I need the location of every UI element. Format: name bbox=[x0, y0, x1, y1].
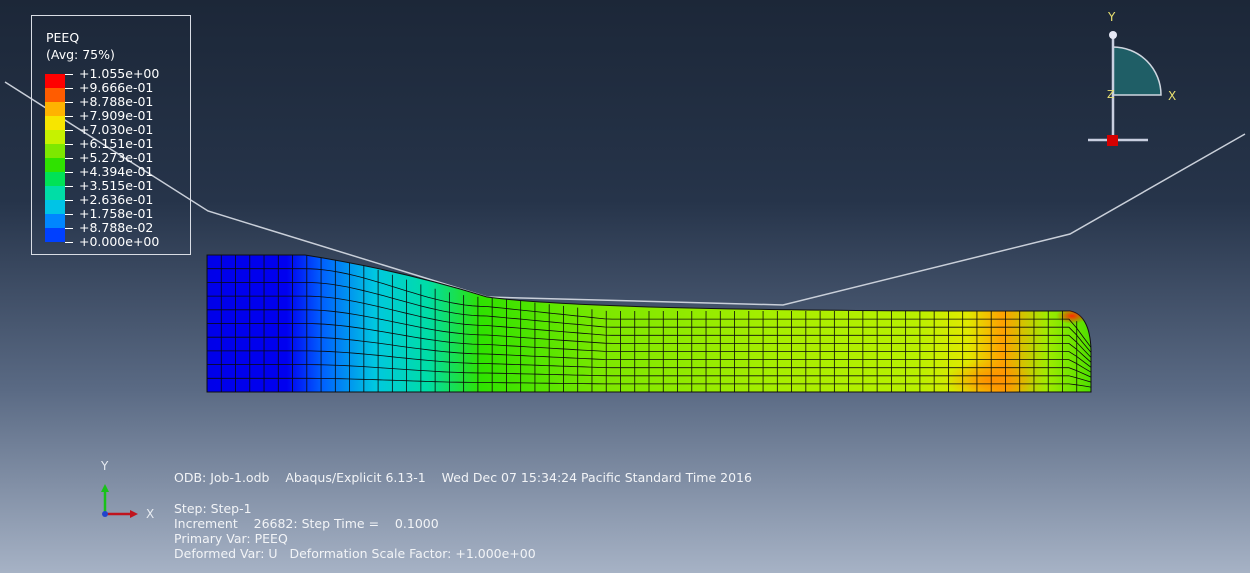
legend-level-label: +9.666e-01 bbox=[79, 80, 154, 95]
global-triad-y-label: Y bbox=[101, 459, 109, 473]
legend-tick bbox=[65, 200, 73, 201]
view-triad-z-label: Z bbox=[1107, 88, 1115, 101]
legend-level-label: +0.000e+00 bbox=[79, 234, 160, 249]
die-profile-line bbox=[4, 81, 1246, 306]
legend-level-label: +1.055e+00 bbox=[79, 66, 160, 81]
legend-tick bbox=[65, 130, 73, 131]
legend-level-label: +7.030e-01 bbox=[79, 122, 154, 137]
deformed-part[interactable] bbox=[206, 254, 1092, 400]
legend-color-band bbox=[45, 130, 65, 144]
legend-color-band bbox=[45, 214, 65, 228]
legend-level-label: +5.273e-01 bbox=[79, 150, 154, 165]
legend-level-label: +4.394e-01 bbox=[79, 164, 154, 179]
legend-color-band bbox=[45, 102, 65, 116]
legend-level-label: +8.788e-01 bbox=[79, 94, 154, 109]
legend-tick bbox=[65, 116, 73, 117]
legend-level-label: +8.788e-02 bbox=[79, 220, 154, 235]
legend-tick bbox=[65, 228, 73, 229]
legend-color-band bbox=[45, 228, 65, 242]
global-triad-x-label: X bbox=[146, 507, 155, 521]
legend-color-band bbox=[45, 144, 65, 158]
odb-info-line: ODB: Job-1.odb Abaqus/Explicit 6.13-1 We… bbox=[174, 470, 752, 485]
element-mesh bbox=[207, 255, 1091, 392]
legend-tick bbox=[65, 102, 73, 103]
legend-tick bbox=[65, 242, 73, 243]
legend-level-label: +2.636e-01 bbox=[79, 192, 154, 207]
view-triad-y-label: Y bbox=[1108, 10, 1116, 24]
view-triad-x-label: X bbox=[1168, 89, 1177, 103]
legend-color-band bbox=[45, 158, 65, 172]
step-info-line: Step: Step-1 bbox=[174, 501, 252, 516]
legend-tick bbox=[65, 88, 73, 89]
legend-color-band bbox=[45, 186, 65, 200]
legend-color-band bbox=[45, 200, 65, 214]
contour-legend[interactable]: PEEQ (Avg: 75%) +1.055e+00 +9.666e-01 +8.7… bbox=[31, 15, 191, 255]
global-axis-triad bbox=[101, 484, 138, 518]
legend-level-label: +1.758e-01 bbox=[79, 206, 154, 221]
legend-tick bbox=[65, 186, 73, 187]
legend-variable: PEEQ bbox=[46, 30, 80, 45]
legend-color-band bbox=[45, 74, 65, 88]
legend-tick bbox=[65, 158, 73, 159]
legend-level-label: +6.151e-01 bbox=[79, 136, 154, 151]
legend-color-band bbox=[45, 172, 65, 186]
legend-level-label: +7.909e-01 bbox=[79, 108, 154, 123]
increment-info-line: Increment 26682: Step Time = 0.1000 bbox=[174, 516, 439, 531]
legend-color-band bbox=[45, 88, 65, 102]
legend-tick bbox=[65, 144, 73, 145]
legend-color-band bbox=[45, 116, 65, 130]
legend-averaging: (Avg: 75%) bbox=[46, 47, 115, 62]
deformed-var-line: Deformed Var: U Deformation Scale Factor… bbox=[174, 546, 536, 561]
legend-level-label: +3.515e-01 bbox=[79, 178, 154, 193]
legend-tick bbox=[65, 172, 73, 173]
primary-var-line: Primary Var: PEEQ bbox=[174, 531, 288, 546]
legend-tick bbox=[65, 214, 73, 215]
legend-tick bbox=[65, 74, 73, 75]
view-triad bbox=[1088, 31, 1162, 146]
